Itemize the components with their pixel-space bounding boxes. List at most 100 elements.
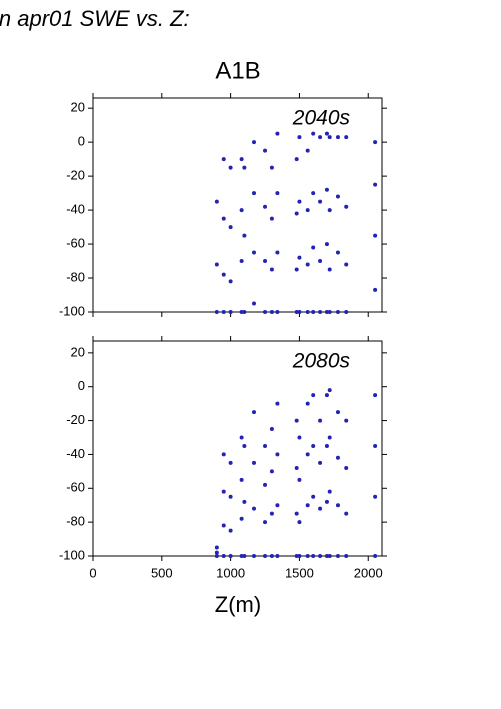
point <box>373 443 378 448</box>
point <box>275 554 280 558</box>
point <box>294 310 299 314</box>
x-tick-label: 2000 <box>354 565 383 580</box>
point <box>242 165 247 170</box>
point <box>297 310 302 314</box>
point <box>327 388 332 393</box>
annotation: 2080s <box>292 350 351 373</box>
point <box>269 216 274 221</box>
point <box>269 165 274 170</box>
point <box>311 554 316 558</box>
point <box>269 554 274 558</box>
point <box>275 310 280 314</box>
y-tick-label: 0 <box>78 378 85 393</box>
point <box>228 279 233 284</box>
point <box>214 554 219 558</box>
point <box>335 503 340 508</box>
point <box>228 528 233 533</box>
point <box>305 148 310 153</box>
point <box>297 255 302 260</box>
point <box>305 452 310 457</box>
point <box>318 418 323 423</box>
point <box>294 211 299 216</box>
point <box>221 452 226 457</box>
point <box>214 550 219 555</box>
point <box>242 554 247 558</box>
point <box>263 482 268 487</box>
point <box>335 410 340 415</box>
point <box>252 410 257 415</box>
point <box>327 435 332 440</box>
point <box>239 310 244 314</box>
point <box>327 554 332 558</box>
point <box>228 225 233 230</box>
point <box>327 489 332 494</box>
point <box>252 140 257 145</box>
point <box>311 191 316 196</box>
point <box>263 310 268 314</box>
point <box>373 287 378 292</box>
point <box>294 511 299 516</box>
point <box>335 135 340 140</box>
y-tick-label: -40 <box>66 446 85 461</box>
x-tick-label: 500 <box>151 565 173 580</box>
point <box>294 267 299 272</box>
point <box>344 465 349 470</box>
point <box>294 157 299 162</box>
y-tick-label: 0 <box>78 134 85 149</box>
point <box>305 503 310 508</box>
point <box>318 310 323 314</box>
point <box>263 148 268 153</box>
point <box>269 267 274 272</box>
point <box>269 310 274 314</box>
x-tick-label: 1500 <box>285 565 314 580</box>
point <box>242 310 247 314</box>
point <box>335 554 340 558</box>
x-tick-label: 0 <box>89 565 96 580</box>
point <box>275 131 280 136</box>
point <box>239 157 244 162</box>
y-tick-label: 20 <box>71 344 85 359</box>
point <box>305 554 310 558</box>
point <box>214 199 219 204</box>
point <box>269 469 274 474</box>
point <box>275 401 280 406</box>
point <box>221 216 226 221</box>
point <box>275 452 280 457</box>
point <box>214 545 219 550</box>
point <box>239 554 244 558</box>
point <box>305 208 310 213</box>
y-tick-label: -60 <box>66 236 85 251</box>
point <box>373 233 378 238</box>
point <box>324 310 329 314</box>
point <box>252 554 257 558</box>
point <box>269 511 274 516</box>
point <box>221 523 226 528</box>
point <box>311 245 316 250</box>
point <box>305 401 310 406</box>
point <box>252 191 257 196</box>
point <box>318 554 323 558</box>
point <box>228 310 233 314</box>
point <box>263 204 268 209</box>
point <box>242 443 247 448</box>
point <box>263 443 268 448</box>
point <box>324 242 329 247</box>
point <box>373 140 378 145</box>
point <box>373 393 378 398</box>
point <box>221 489 226 494</box>
point <box>239 259 244 264</box>
point <box>239 435 244 440</box>
point <box>221 157 226 162</box>
point <box>297 520 302 525</box>
point <box>373 182 378 187</box>
point <box>221 554 226 558</box>
point <box>324 443 329 448</box>
point <box>239 477 244 482</box>
point <box>221 310 226 314</box>
point <box>297 477 302 482</box>
point <box>214 262 219 267</box>
y-tick-label: 20 <box>71 100 85 115</box>
point <box>263 520 268 525</box>
x-axis-label: Z(m) <box>215 592 261 617</box>
